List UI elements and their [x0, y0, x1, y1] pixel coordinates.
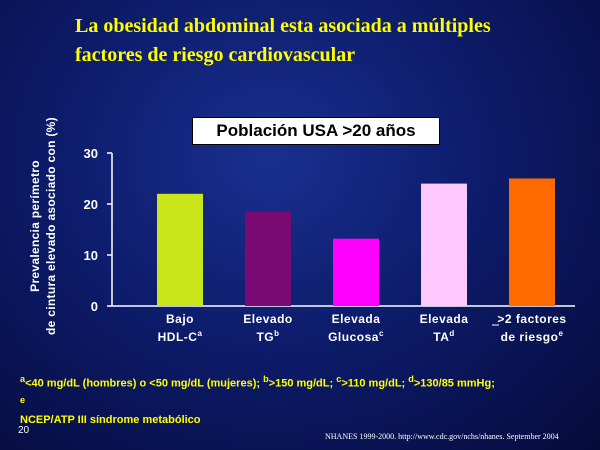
chart-legend-box: Población USA >20 años	[192, 117, 440, 145]
x-category-label-line-1: >2 factores	[497, 312, 566, 326]
bar-2	[245, 211, 291, 306]
x-category-superscript: a	[197, 329, 202, 338]
x-category-label-line-1: Elevada	[332, 312, 381, 326]
x-category-label-line-2: de riesgoe	[501, 329, 564, 344]
footnote-line-1: a<40 mg/dL (hombres) o <50 mg/dL (mujere…	[20, 374, 495, 390]
x-category-label-line-2: TGb	[256, 329, 279, 344]
x-category-superscript: c	[379, 329, 384, 338]
x-category-superscript: e	[558, 329, 563, 338]
x-category-label-line-1: Bajo	[166, 312, 194, 326]
title-line-2: factores de riesgo cardiovascular	[75, 44, 356, 66]
x-category-label-line-1: Elevado	[243, 312, 293, 326]
bar-4	[421, 183, 467, 306]
bar-chart: 0 10 20 30 Bajo HDL-Ca Elevado TGb Elevada Glucos…	[84, 146, 566, 344]
y-tick-label: 20	[84, 197, 98, 212]
x-category-label-line-2: HDL-Ca	[158, 329, 203, 344]
page-number: 20	[18, 425, 30, 436]
bar-3	[333, 238, 379, 306]
footnote: a<40 mg/dL (hombres) o <50 mg/dL (mujere…	[20, 371, 600, 428]
y-tick-label: 10	[84, 248, 98, 263]
x-category-superscript: b	[274, 329, 279, 338]
y-tick-label: 0	[91, 299, 98, 314]
x-category-label-line-1: Elevada	[420, 312, 469, 326]
x-category-label-line-2: Glucosac	[328, 329, 384, 344]
x-category-superscript: d	[449, 329, 454, 338]
footnote-line-2: e NCEP/ATP III síndrome metabólico	[20, 394, 201, 427]
y-tick-label: 30	[84, 146, 98, 161]
source-citation: NHANES 1999-2000. http://www.cdc.gov/nch…	[325, 432, 559, 441]
bar-5	[509, 178, 555, 306]
slide-title: La obesidad abdominal esta asociada a mú…	[75, 12, 585, 70]
title-line-1: La obesidad abdominal esta asociada a mú…	[75, 15, 491, 37]
x-category-label-line-2: TAd	[433, 329, 455, 344]
bar-1	[157, 193, 203, 306]
